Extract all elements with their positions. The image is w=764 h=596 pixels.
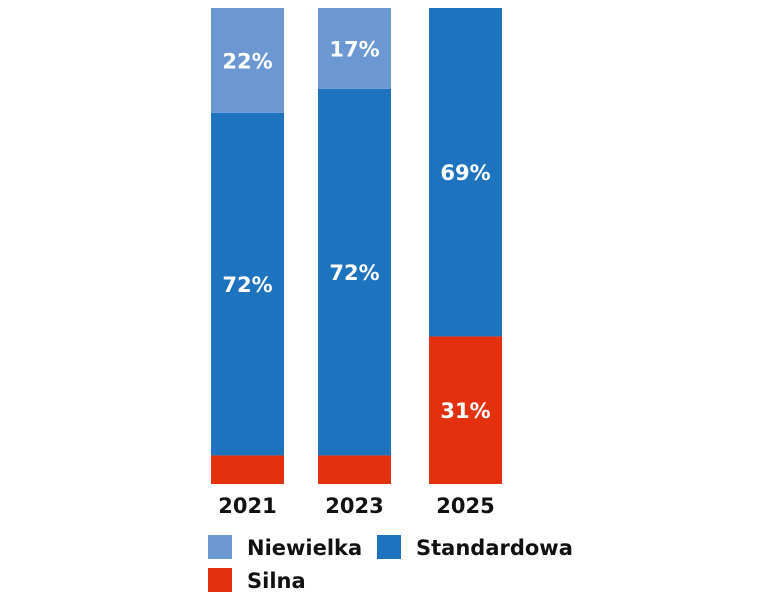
legend-label-standardowa: Standardowa — [416, 536, 573, 560]
data-label-standardowa-2023: 72% — [329, 261, 379, 285]
bar-segment-niewielka-2021 — [211, 8, 284, 113]
data-label-standardowa-2025: 69% — [440, 161, 490, 185]
data-label-niewielka-2021: 22% — [222, 49, 272, 73]
data-label-standardowa-2021: 72% — [222, 273, 272, 297]
legend-swatch-silna — [208, 568, 232, 592]
legend: Niewielka Standardowa Silna — [208, 535, 573, 593]
bar-segment-standardowa-2021 — [211, 112, 284, 456]
bar-segment-silna-2025 — [429, 336, 502, 484]
bar-segment-niewielka-2023 — [318, 8, 391, 89]
bar-segment-standardowa-2023 — [318, 88, 391, 456]
x-tick-label-2025: 2025 — [436, 494, 494, 518]
legend-swatch-niewielka — [208, 535, 232, 559]
bars-layer — [211, 8, 502, 484]
bar-segment-silna-2021 — [211, 455, 284, 484]
legend-swatch-standardowa — [377, 535, 401, 559]
x-axis-tick-labels: 2021 2023 2025 — [218, 494, 494, 518]
bar-labels-layer: 72% 22% 72% 17% 31% 69% — [222, 37, 490, 423]
data-label-niewielka-2023: 17% — [329, 37, 379, 61]
x-tick-label-2021: 2021 — [218, 494, 276, 518]
data-label-silna-2025: 31% — [440, 399, 490, 423]
x-tick-label-2023: 2023 — [325, 494, 383, 518]
bar-segment-standardowa-2025 — [429, 8, 502, 337]
bar-segment-silna-2023 — [318, 455, 391, 484]
legend-label-niewielka: Niewielka — [247, 536, 362, 560]
legend-label-silna: Silna — [247, 569, 306, 593]
